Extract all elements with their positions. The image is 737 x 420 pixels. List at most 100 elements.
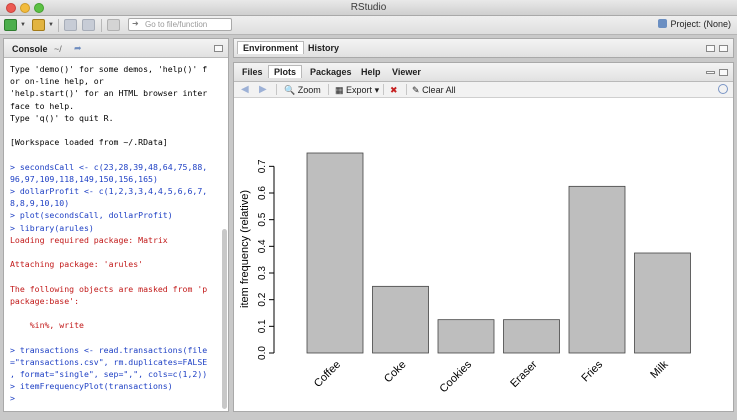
x-category-label: Eraser [508, 358, 540, 390]
tab-plots[interactable]: Plots [268, 65, 303, 78]
console-path: ~/ [54, 44, 62, 54]
chevron-down-icon: ▾ [374, 85, 380, 95]
chevron-down-icon[interactable]: ▼ [20, 22, 26, 28]
toolbar-divider [383, 84, 384, 95]
toolbar-divider [406, 84, 407, 95]
save-icon[interactable] [64, 19, 77, 31]
maximize-pane-icon[interactable] [719, 45, 728, 52]
console-line [10, 246, 222, 258]
y-tick-label: 0.3 [257, 266, 268, 280]
broom-icon: ✎ [412, 85, 420, 95]
goto-file-input[interactable]: ➜ Go to file/function [128, 18, 232, 31]
x-category-label: Coke [382, 359, 409, 386]
new-file-icon[interactable] [4, 19, 17, 31]
export-icon: ▦ [335, 85, 344, 95]
print-icon[interactable] [107, 19, 120, 31]
bar-milk [634, 252, 691, 354]
open-file-icon[interactable] [32, 19, 45, 31]
tab-help[interactable]: Help [361, 67, 381, 77]
console-line: > transactions <- read.transactions(file [10, 344, 208, 355]
maximize-pane-icon[interactable] [719, 69, 728, 76]
window-title: RStudio [350, 2, 387, 13]
export-button[interactable]: ▦ Export ▾ [335, 85, 379, 96]
x-category-label: Cookies [438, 358, 475, 395]
clear-all-button[interactable]: ✎ Clear All [412, 85, 456, 96]
forward-arrow-icon[interactable]: ▶ [259, 84, 267, 95]
console-line: %in%, write [10, 320, 84, 331]
console-line: 8,8,9,10,10) [10, 198, 70, 209]
console-pane: Console ~/ ➦ Type 'demo()' for some demo… [3, 38, 229, 412]
console-line [10, 270, 222, 282]
console-output[interactable]: Type 'demo()' for some demos, 'help()' f… [10, 63, 222, 409]
close-window-icon[interactable] [6, 3, 16, 13]
title-bar: RStudio [0, 0, 737, 16]
console-line: Loading required package: Matrix [10, 234, 168, 245]
plots-pane: Files Plots Packages Help Viewer ◀ ▶ 🔍 Z… [233, 62, 734, 412]
restore-pane-icon[interactable] [706, 45, 715, 52]
console-line: ="transactions.csv", rm.duplicates=FALSE [10, 356, 208, 367]
maximize-pane-icon[interactable] [214, 45, 223, 52]
zoom-label: Zoom [297, 85, 321, 95]
goto-placeholder: Go to file/function [145, 20, 208, 29]
bar-fries [568, 185, 626, 354]
console-line: face to help. [10, 100, 75, 111]
console-line: 96,97,109,118,149,150,156,165) [10, 173, 158, 184]
console-line: 'help.start()' for an HTML browser inter [10, 88, 208, 99]
console-line [10, 307, 222, 319]
x-category-label: Coffee [312, 359, 343, 390]
plots-toolbar: ◀ ▶ 🔍 Zoom ▦ Export ▾ ✖ ✎ Clear All [234, 82, 733, 98]
console-line [10, 331, 222, 343]
clear-all-label: Clear All [422, 85, 456, 95]
main-toolbar: ▼ ▼ ➜ Go to file/function Project: (None… [0, 16, 737, 35]
minimize-window-icon[interactable] [20, 3, 30, 13]
tab-history[interactable]: History [308, 43, 340, 53]
tab-environment[interactable]: Environment [237, 41, 305, 54]
toolbar-divider [276, 84, 277, 95]
console-line: > itemFrequencyPlot(transactions) [10, 381, 173, 392]
tab-viewer[interactable]: Viewer [392, 67, 421, 77]
bar-coke [372, 285, 429, 354]
console-line [10, 124, 222, 136]
console-line: > dollarProfit <- c(1,2,3,3,4,4,5,6,6,7, [10, 186, 208, 197]
y-tick-label: 0.2 [257, 292, 268, 306]
refresh-icon[interactable] [718, 84, 728, 94]
console-line: > secondsCall <- c(23,28,39,48,64,75,88, [10, 161, 208, 172]
y-tick-label: 0.0 [257, 346, 268, 360]
console-line: The following objects are masked from 'p [10, 283, 208, 294]
magnifier-icon: 🔍 [284, 85, 296, 95]
console-line: > [10, 393, 15, 404]
y-tick-label: 0.5 [257, 212, 268, 226]
toolbar-divider [101, 19, 102, 32]
project-menu[interactable]: Project: (None) [658, 19, 731, 29]
export-label: Export [346, 85, 373, 95]
back-arrow-icon[interactable]: ◀ [241, 84, 249, 95]
save-all-icon[interactable] [82, 19, 95, 31]
console-line: > library(arules) [10, 222, 94, 233]
console-line [10, 148, 222, 160]
go-to-directory-icon[interactable]: ➦ [74, 43, 82, 53]
console-line: Type 'demo()' for some demos, 'help()' f [10, 64, 208, 74]
bar-eraser [503, 319, 560, 354]
console-scrollbar[interactable] [222, 229, 227, 409]
console-line: Type 'q()' to quit R. [10, 112, 114, 123]
goto-arrow-icon: ➜ [132, 19, 139, 28]
toolbar-divider [328, 84, 329, 95]
project-icon [658, 19, 668, 28]
tab-packages[interactable]: Packages [310, 67, 352, 77]
remove-plot-icon[interactable]: ✖ [390, 85, 398, 95]
tab-files[interactable]: Files [242, 67, 263, 77]
y-tick-label: 0.6 [257, 186, 268, 200]
minimize-pane-icon[interactable] [706, 71, 715, 74]
console-tab[interactable]: Console [12, 44, 48, 54]
console-line: > plot(secondsCall, dollarProfit) [10, 210, 173, 221]
chevron-down-icon[interactable]: ▼ [48, 22, 54, 28]
y-tick-label: 0.4 [257, 239, 268, 253]
console-line: [Workspace loaded from ~/.RData] [10, 137, 168, 148]
console-line: Attaching package: 'arules' [10, 259, 144, 270]
project-label: Project: (None) [670, 19, 731, 29]
console-header: Console ~/ ➦ [4, 39, 228, 58]
console-line: , format="single", sep=",", cols=c(1,2)) [10, 369, 208, 380]
y-tick-label: 0.1 [257, 319, 268, 333]
zoom-button[interactable]: 🔍 Zoom [284, 85, 321, 96]
maximize-window-icon[interactable] [34, 3, 44, 13]
